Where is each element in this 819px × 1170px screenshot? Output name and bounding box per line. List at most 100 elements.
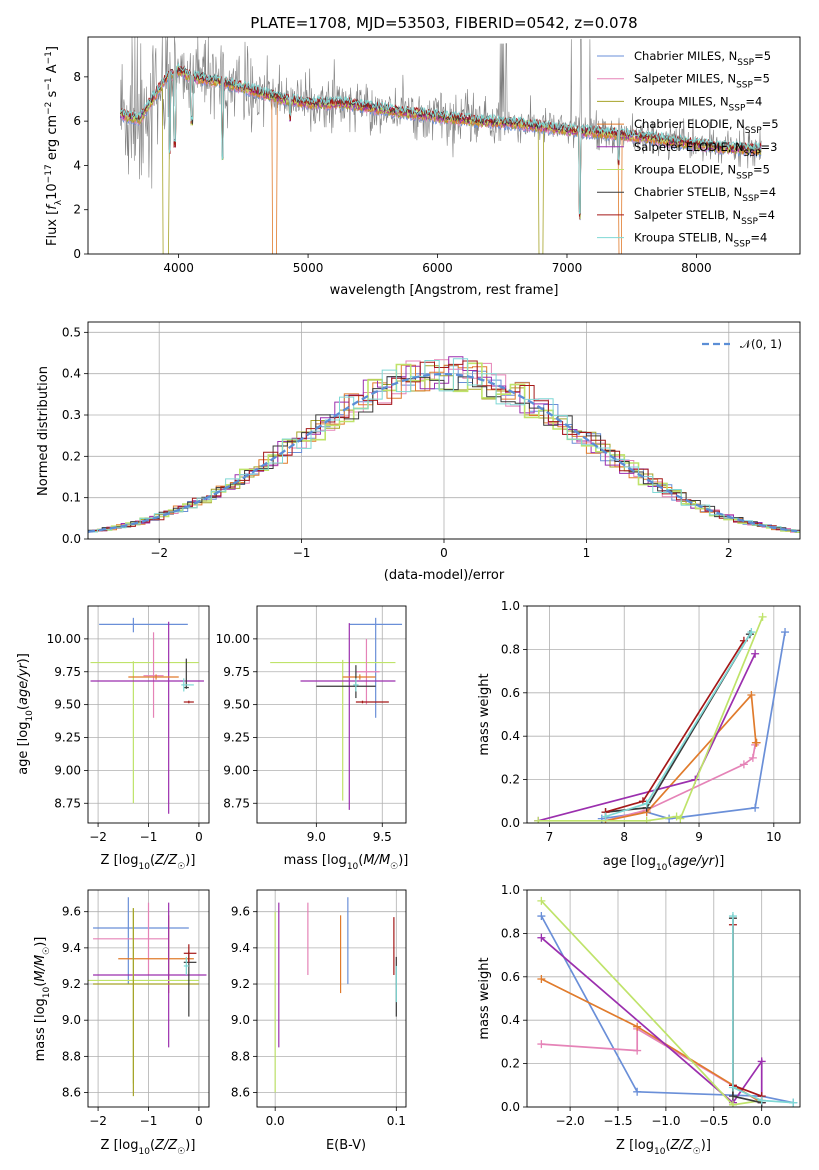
y-axis-label: age [log10(age/yr)] bbox=[16, 653, 35, 775]
y-tick-label: 0.4 bbox=[62, 367, 81, 381]
ticks: −2.0 −1.5 −1.0 −0.5 0.0 0.0 0.2 0.4 0.6 0.8 1.0 bbox=[501, 883, 771, 1128]
x-tick-label: 0.1 bbox=[387, 1114, 406, 1128]
label-part: ☉ bbox=[693, 1147, 701, 1157]
label-part: SSP bbox=[736, 81, 753, 91]
y-tick-label: 8.75 bbox=[223, 796, 250, 810]
label-part: 10 bbox=[25, 710, 35, 722]
label-part: =4 bbox=[745, 94, 762, 108]
histogram-step-line bbox=[88, 376, 800, 534]
x-tick-label: 7000 bbox=[552, 261, 583, 275]
label-part: SSP bbox=[745, 126, 762, 136]
y-tick-label: 2 bbox=[73, 203, 81, 217]
plus-marker bbox=[534, 816, 543, 823]
x-tick-label: 5000 bbox=[293, 261, 324, 275]
label-part: Z/Z bbox=[154, 1138, 178, 1153]
x-tick-label: −2 bbox=[89, 1114, 107, 1128]
y-tick-label: 0 bbox=[73, 247, 81, 261]
y-tick-label: 0.8 bbox=[501, 642, 520, 656]
label-part: SSP bbox=[737, 58, 754, 68]
label-part: age/yr bbox=[672, 854, 715, 869]
label-part: ( bbox=[150, 1138, 155, 1153]
label-part: age/yr bbox=[16, 662, 31, 705]
x-tick-label: 0 bbox=[195, 1114, 203, 1128]
x-tick-label: 9 bbox=[695, 830, 703, 844]
label-part: )] bbox=[185, 853, 195, 868]
plot-area bbox=[270, 617, 403, 810]
plus-marker bbox=[728, 1083, 737, 1092]
x-tick-label: 8000 bbox=[681, 261, 712, 275]
y-tick-label: 10.00 bbox=[216, 632, 250, 646]
x-tick-label: −2 bbox=[89, 830, 107, 844]
mass-weight-line bbox=[601, 631, 786, 820]
label-part: 10 bbox=[45, 183, 60, 200]
ticks: −2 −1 0 8.75 9.00 9.25 9.50 9.75 10.00 bbox=[47, 632, 203, 844]
x-tick-label: 0 bbox=[440, 546, 448, 560]
model-spectrum-line bbox=[120, 65, 762, 220]
label-part: )] bbox=[701, 1138, 711, 1153]
label-part: Z [log bbox=[101, 1138, 139, 1153]
x-tick-label: 10 bbox=[766, 830, 781, 844]
legend-label: Salpeter STELIB, NSSP=4 bbox=[634, 208, 775, 227]
plot-area bbox=[88, 897, 207, 1097]
x-axis-label: (data-model)/error bbox=[384, 568, 505, 583]
y-tick-label: 9.6 bbox=[62, 905, 81, 919]
x-tick-label: 7 bbox=[546, 830, 554, 844]
plot-area bbox=[537, 896, 798, 1107]
label-part: )] bbox=[714, 854, 724, 869]
label-part: −1 bbox=[44, 51, 54, 64]
y-tick-label: 9.25 bbox=[54, 731, 81, 745]
x-tick-label: 6000 bbox=[422, 261, 453, 275]
legend-label: Kroupa ELODIE, NSSP=5 bbox=[634, 163, 770, 182]
model-spectrum-line bbox=[120, 62, 762, 215]
label-part: =4 bbox=[758, 208, 775, 222]
plus-marker bbox=[789, 1098, 798, 1107]
plus-marker bbox=[537, 1040, 546, 1049]
y-axis-label: Normed distribution bbox=[36, 366, 51, 496]
label-part: =5 bbox=[762, 117, 779, 131]
label-part: ] bbox=[45, 46, 60, 51]
label-part: ☉ bbox=[42, 947, 52, 955]
y-tick-label: 9.00 bbox=[223, 763, 250, 777]
label-part: ☉ bbox=[177, 1147, 185, 1157]
axes-frame bbox=[256, 889, 407, 1108]
histogram-step-line bbox=[88, 356, 800, 533]
ticks: 9.0 9.5 8.75 9.00 9.25 9.50 9.75 10.00 bbox=[216, 632, 392, 844]
y-tick-label: 9.2 bbox=[62, 977, 81, 991]
label-part: Kroupa ELODIE, N bbox=[634, 163, 736, 177]
x-axis-label: wavelength [Angstrom, rest frame] bbox=[330, 283, 559, 298]
axes-frame bbox=[87, 605, 210, 824]
label-part: Z [log bbox=[101, 853, 139, 868]
y-tick-label: 0.4 bbox=[501, 729, 520, 743]
mass-weight-line bbox=[540, 900, 762, 1106]
label-part: A bbox=[45, 64, 60, 77]
axes-frame bbox=[526, 889, 801, 1108]
y-tick-label: 1.0 bbox=[501, 883, 520, 897]
x-tick-label: 8 bbox=[620, 830, 628, 844]
plus-marker bbox=[758, 612, 767, 621]
plot-area bbox=[120, 37, 762, 254]
label-part: SSP bbox=[744, 149, 761, 159]
y-axis-label: mass weight bbox=[477, 673, 492, 755]
grid bbox=[257, 606, 406, 823]
legend-label: Salpeter ELODIE, NSSP=3 bbox=[634, 140, 777, 159]
legend-label: 𝒩(0, 1) bbox=[740, 337, 782, 351]
label-part: erg cm bbox=[45, 115, 60, 164]
label-part: Salpeter STELIB, N bbox=[634, 208, 741, 222]
label-part: SSP bbox=[729, 103, 746, 113]
y-tick-label: 0.1 bbox=[62, 491, 81, 505]
plot-area bbox=[90, 617, 204, 814]
x-tick-label: −0.5 bbox=[699, 1114, 728, 1128]
label-part: =4 bbox=[750, 231, 767, 245]
label-part: )] bbox=[398, 853, 408, 868]
ticks: −2 −1 0 1 2 0.0 0.1 0.2 0.3 0.4 0.5 bbox=[62, 325, 733, 560]
label-part: Chabrier ELODIE, N bbox=[634, 117, 745, 131]
plus-marker bbox=[748, 753, 757, 762]
label-part: SSP bbox=[741, 217, 758, 227]
label-part: age [log bbox=[603, 854, 656, 869]
axes-frame bbox=[87, 36, 801, 255]
plus-marker bbox=[537, 912, 546, 921]
x-tick-label: 0.0 bbox=[266, 1114, 285, 1128]
label-part: SSP bbox=[742, 194, 759, 204]
y-tick-label: 0.5 bbox=[62, 325, 81, 339]
plot-area bbox=[274, 897, 397, 1093]
